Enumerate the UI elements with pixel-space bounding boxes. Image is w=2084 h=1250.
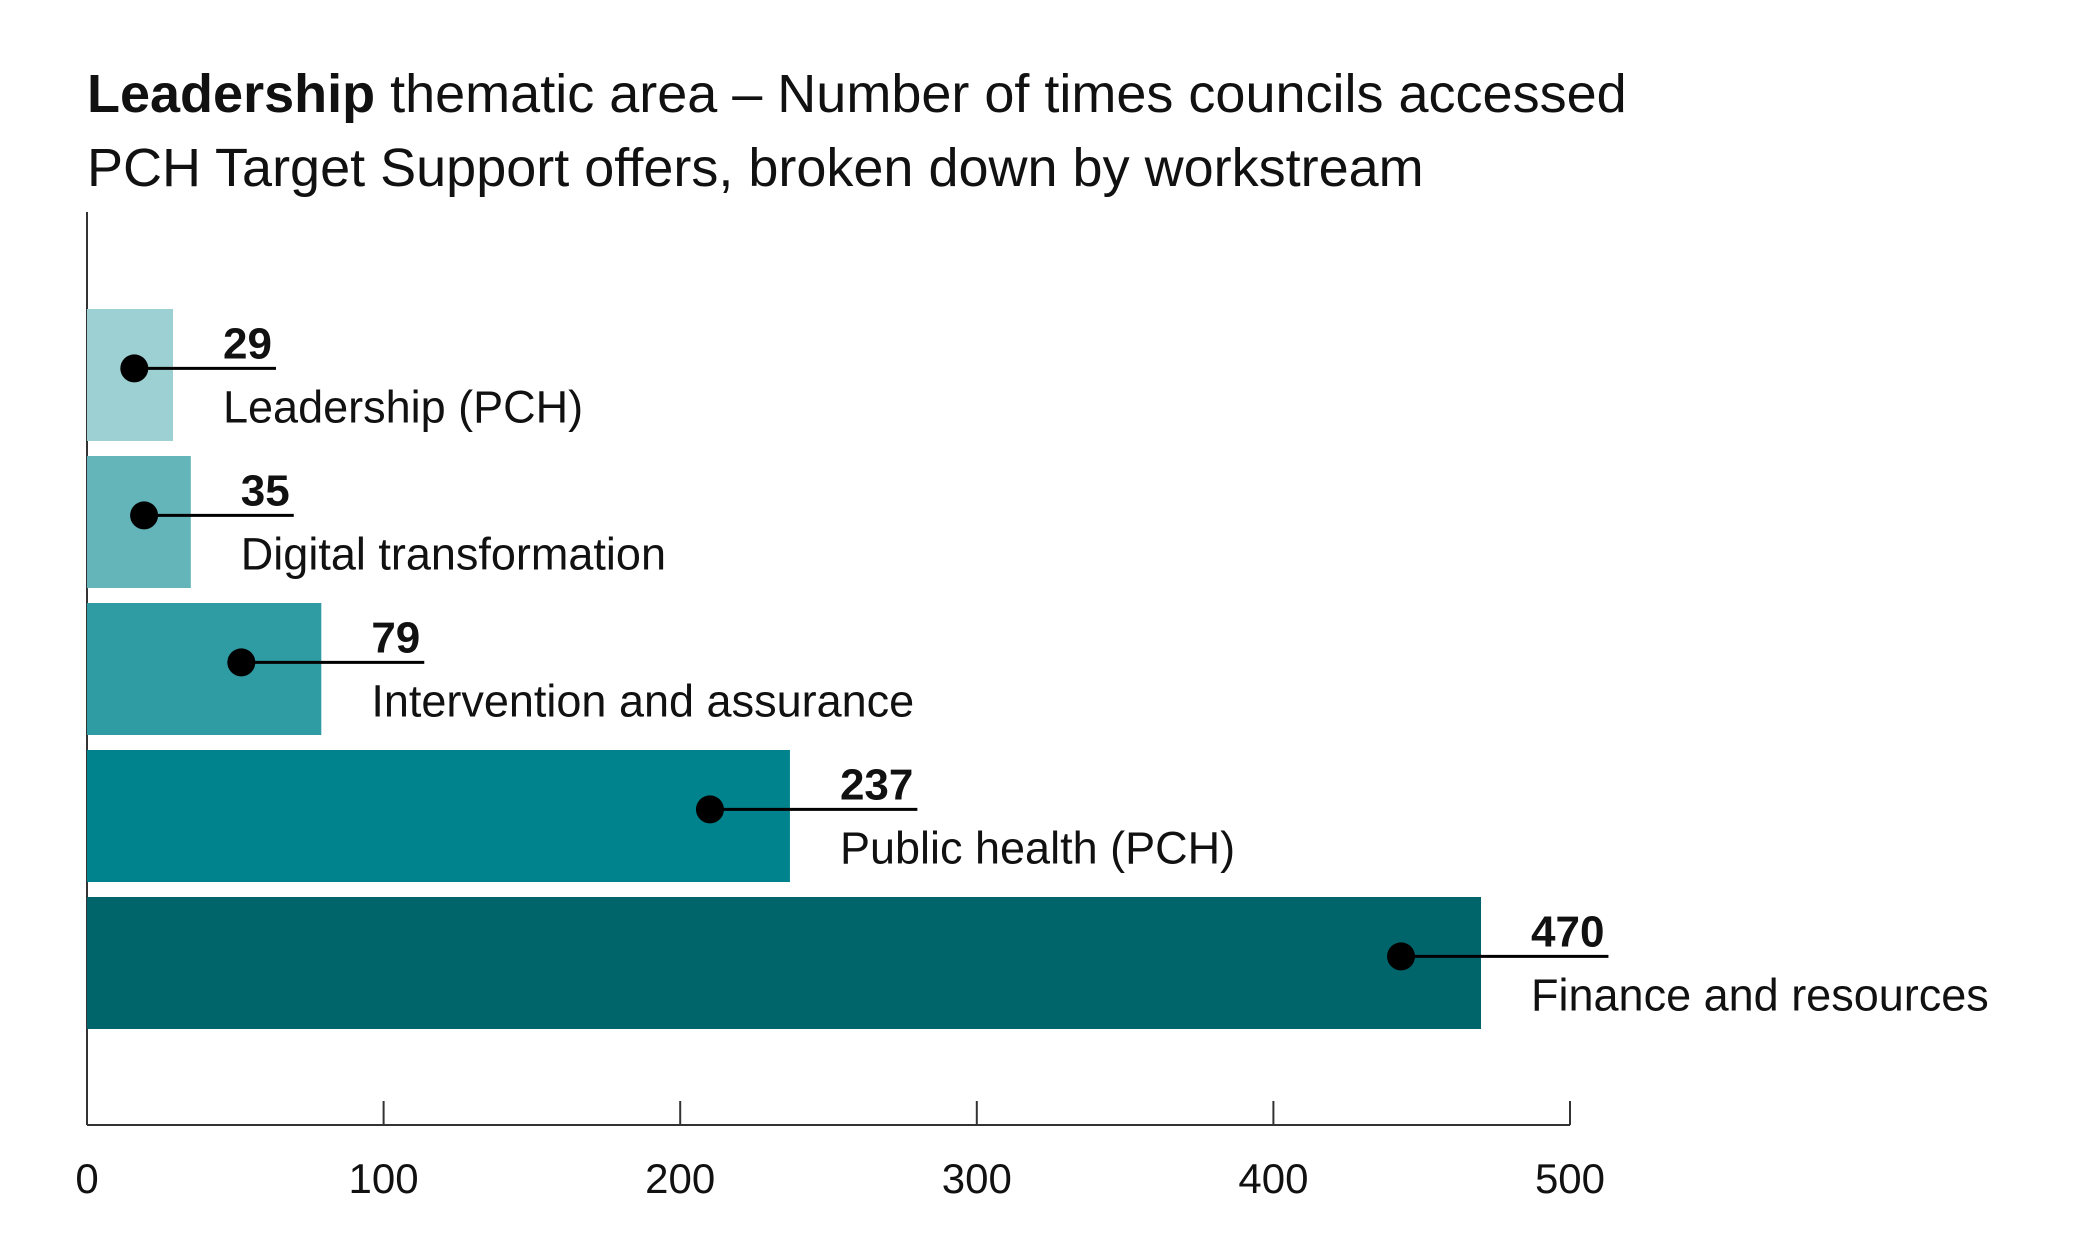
value-label: 35 (241, 466, 290, 515)
bar (87, 603, 322, 735)
value-label: 237 (840, 760, 913, 809)
category-label: Leadership (PCH) (223, 381, 583, 432)
x-tick-label: 200 (645, 1155, 715, 1202)
leader-dot (1387, 942, 1416, 971)
leader-dot (695, 795, 724, 824)
leader-dot (120, 354, 149, 383)
leader-dot (130, 501, 159, 530)
x-tick-label: 0 (75, 1155, 98, 1202)
value-label: 470 (1531, 907, 1604, 956)
x-tick-label: 300 (942, 1155, 1012, 1202)
leader-dot (227, 648, 256, 677)
category-label: Intervention and assurance (371, 675, 914, 726)
title-line: thematic area – Number of times councils… (390, 64, 1627, 124)
x-tick-label: 400 (1238, 1155, 1308, 1202)
x-tick-label: 100 (349, 1155, 419, 1202)
bar (87, 897, 1482, 1029)
category-label: Digital transformation (241, 528, 666, 579)
value-label: 79 (371, 613, 420, 662)
bar (87, 750, 790, 882)
category-label: Finance and resources (1531, 969, 1989, 1020)
title-bold: Leadership (87, 64, 375, 124)
chart-title: Leadership thematic area – Number of tim… (87, 64, 1627, 198)
value-label: 29 (223, 319, 272, 368)
x-tick-label: 500 (1535, 1155, 1605, 1202)
title-line: PCH Target Support offers, broken down b… (87, 138, 1424, 198)
category-label: Public health (PCH) (840, 822, 1235, 873)
